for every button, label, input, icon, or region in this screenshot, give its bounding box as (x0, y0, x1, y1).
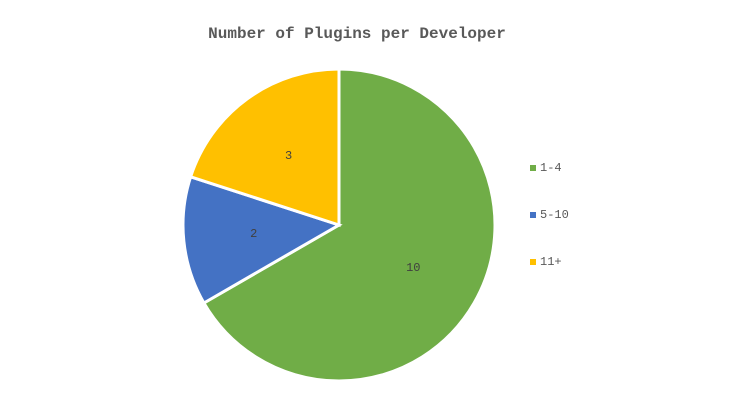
data-label: 3 (285, 149, 292, 163)
legend-label: 11+ (540, 255, 562, 269)
legend-swatch (530, 165, 536, 171)
chart-title: Number of Plugins per Developer (208, 25, 506, 43)
pie-slice (181, 174, 343, 306)
pie-slice (201, 67, 497, 383)
legend-label: 5-10 (540, 208, 569, 222)
data-label: 10 (406, 261, 420, 275)
pie-slice (188, 67, 341, 228)
data-label: 2 (250, 227, 257, 241)
legend-swatch (530, 259, 536, 265)
legend-swatch (530, 212, 536, 218)
legend-label: 1-4 (540, 161, 562, 175)
